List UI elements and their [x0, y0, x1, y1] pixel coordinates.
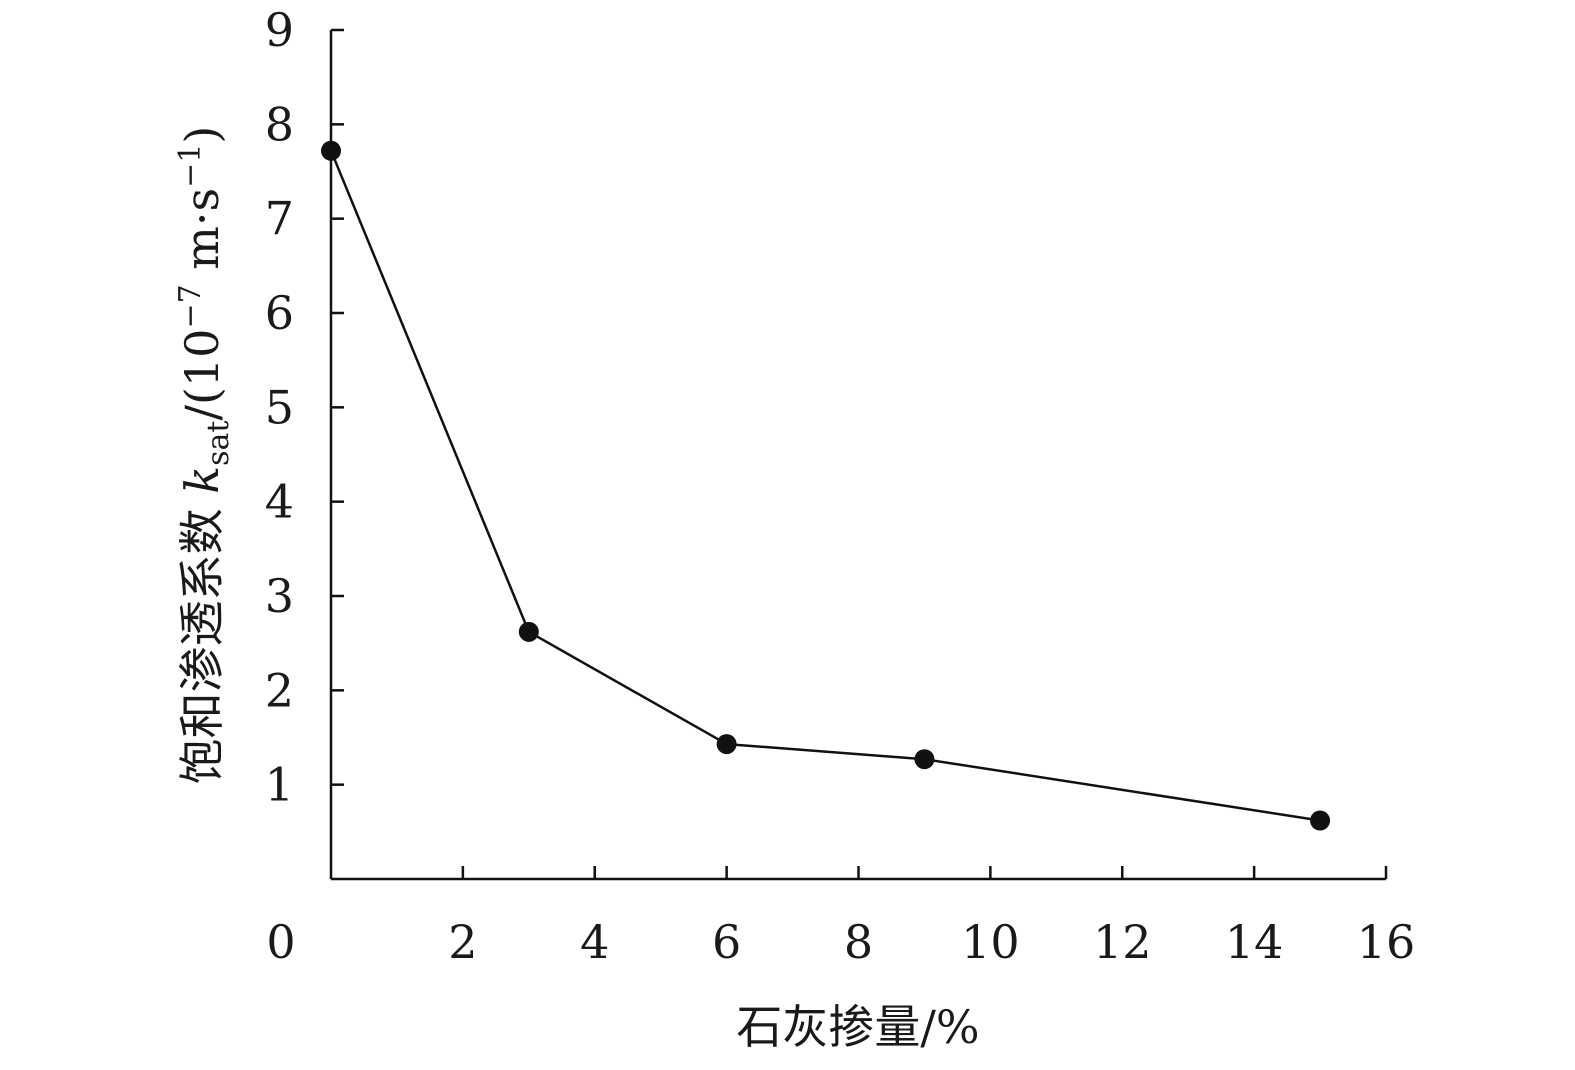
y-tick-label: 8 — [265, 97, 294, 151]
x-tick-label: 14 — [1225, 915, 1284, 969]
data-point — [321, 140, 341, 161]
y-axis-title-unit-close: ) — [175, 126, 229, 144]
y-axis-title-unit-open: /(10 — [175, 329, 229, 421]
data-point — [518, 621, 539, 642]
y-axis-title-prefix: 饱和渗透系数 — [175, 494, 229, 785]
y-tick-label: 4 — [265, 475, 294, 529]
y-axis-title-exponent: −7 — [173, 284, 208, 328]
x-axis-title: 石灰掺量/% — [736, 1000, 979, 1054]
y-axis-title-unit-mid: m·s — [175, 188, 229, 284]
data-point — [1310, 810, 1331, 831]
series-group — [321, 140, 1331, 831]
axes — [329, 30, 1386, 881]
y-tick-label: 6 — [265, 286, 294, 340]
y-axis-title-symbol: k — [175, 466, 229, 494]
data-point — [914, 749, 935, 770]
y-tick-label: 9 — [265, 3, 294, 57]
x-tick-label: 4 — [580, 915, 609, 969]
x-ticks: 0 2 4 6 8 10 12 14 16 — [266, 866, 1415, 969]
y-ticks: 1 2 3 4 5 6 7 8 9 — [265, 3, 344, 812]
data-point — [716, 734, 737, 755]
y-tick-label: 5 — [265, 380, 294, 434]
x-tick-label: 6 — [712, 915, 741, 969]
x-tick-label: 10 — [961, 915, 1020, 969]
y-tick-label: 1 — [265, 758, 294, 812]
x-tick-label: 0 — [266, 915, 295, 969]
y-tick-label: 2 — [265, 663, 294, 717]
y-tick-label: 7 — [265, 192, 294, 246]
series-line — [329, 150, 1321, 822]
y-axis-title: 饱和渗透系数 ksat/(10−7 m·s−1) — [173, 126, 236, 785]
x-tick-label: 8 — [844, 915, 873, 969]
x-tick-label: 16 — [1357, 915, 1416, 969]
x-tick-label: 12 — [1093, 915, 1152, 969]
y-tick-label: 3 — [265, 569, 294, 623]
y-axis-title-unit-exponent: −1 — [173, 144, 208, 188]
x-tick-label: 2 — [448, 915, 477, 969]
y-axis-title-subscript: sat — [201, 421, 236, 466]
